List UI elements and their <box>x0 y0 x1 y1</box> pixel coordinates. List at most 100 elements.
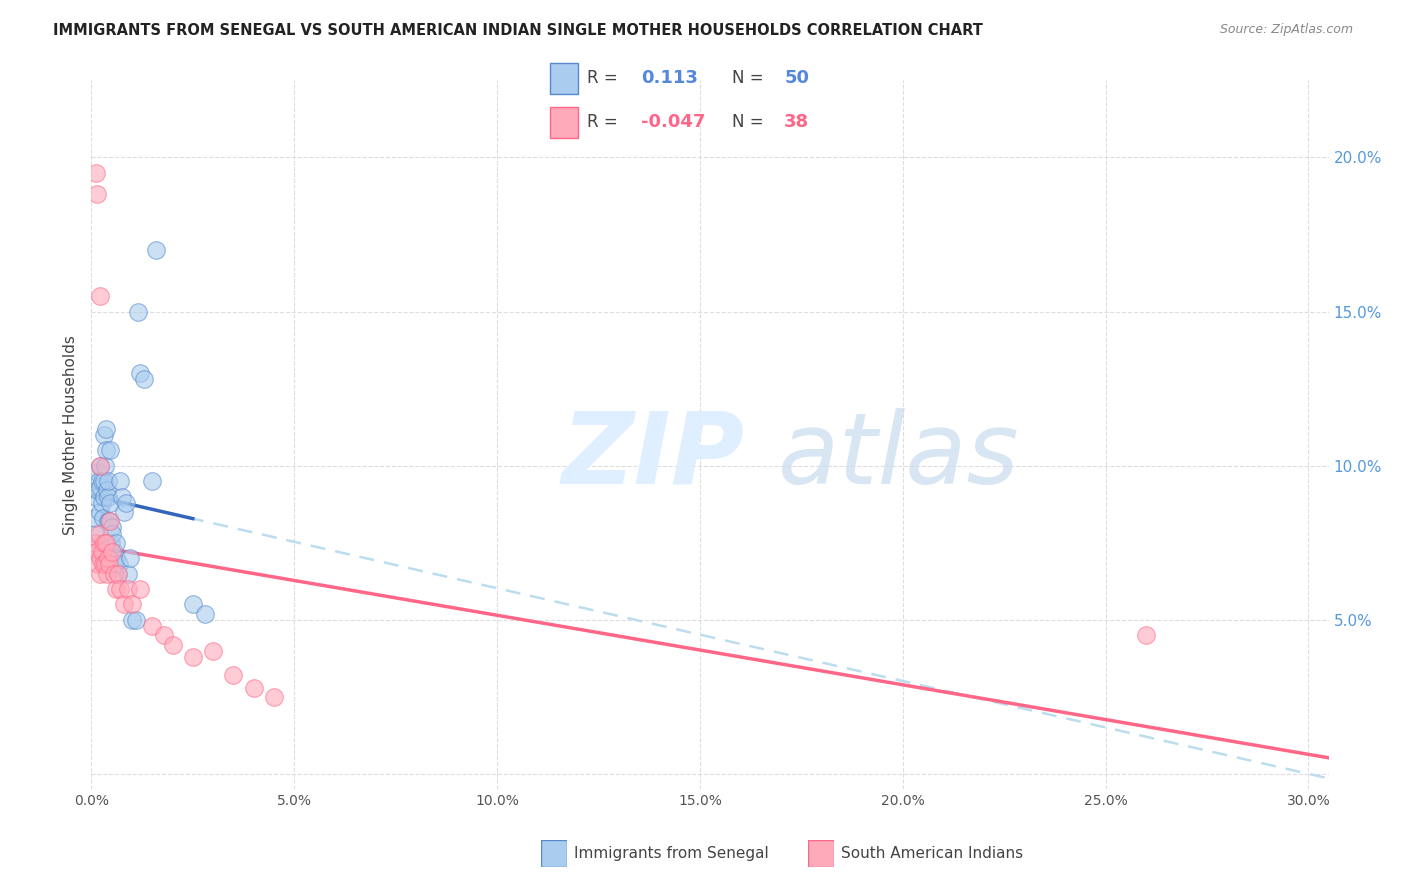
Point <box>181 598 204 612</box>
Text: Source: ZipAtlas.com: Source: ZipAtlas.com <box>1219 23 1353 37</box>
Point <box>93 535 115 549</box>
Text: ZIP: ZIP <box>561 408 745 505</box>
Point <box>108 474 131 488</box>
Point <box>121 598 143 612</box>
Point <box>242 681 264 695</box>
Point <box>112 598 135 612</box>
Point <box>98 514 121 528</box>
Point <box>141 474 163 488</box>
Point <box>1135 628 1157 642</box>
Text: -0.047: -0.047 <box>641 113 706 131</box>
Point <box>94 535 117 549</box>
Text: atlas: atlas <box>778 408 1019 505</box>
Point <box>108 582 131 596</box>
Point <box>93 428 115 442</box>
Point <box>100 535 122 549</box>
Point <box>93 474 115 488</box>
Point <box>86 483 108 498</box>
Point <box>97 558 120 572</box>
Point <box>94 422 117 436</box>
Point <box>101 526 124 541</box>
Point <box>89 458 111 473</box>
Point <box>112 505 135 519</box>
Point <box>97 474 120 488</box>
Point <box>100 520 122 534</box>
Point <box>86 187 108 202</box>
Point <box>96 566 118 581</box>
Point <box>87 526 110 541</box>
Point <box>97 490 120 504</box>
Point <box>89 566 111 581</box>
Point <box>93 490 115 504</box>
Point <box>89 551 111 566</box>
Point <box>104 535 127 549</box>
Text: Immigrants from Senegal: Immigrants from Senegal <box>574 847 769 861</box>
Text: R =: R = <box>586 69 617 87</box>
Point <box>125 613 148 627</box>
Point <box>98 443 121 458</box>
Point <box>222 668 245 682</box>
Text: IMMIGRANTS FROM SENEGAL VS SOUTH AMERICAN INDIAN SINGLE MOTHER HOUSEHOLDS CORREL: IMMIGRANTS FROM SENEGAL VS SOUTH AMERICA… <box>53 23 983 38</box>
Point <box>98 496 121 510</box>
Point <box>118 551 141 566</box>
Point <box>194 607 217 621</box>
Point <box>90 474 112 488</box>
Point <box>90 545 112 559</box>
Point <box>104 551 127 566</box>
Point <box>153 628 176 642</box>
Point <box>115 496 138 510</box>
Point <box>94 558 117 572</box>
Point <box>97 514 120 528</box>
Point <box>117 582 139 596</box>
Point <box>83 526 105 541</box>
Point <box>83 541 105 556</box>
Point <box>84 490 107 504</box>
Point <box>94 458 117 473</box>
Text: N =: N = <box>733 113 763 131</box>
Text: R =: R = <box>586 113 617 131</box>
Point <box>107 566 129 581</box>
Point <box>91 558 114 572</box>
Point <box>104 582 127 596</box>
Point <box>108 558 131 572</box>
Point <box>96 483 118 498</box>
Point <box>134 372 156 386</box>
Point <box>84 535 107 549</box>
Point <box>129 366 152 380</box>
Point <box>86 558 108 572</box>
Point <box>86 465 108 479</box>
Point <box>202 643 225 657</box>
Point <box>100 545 122 559</box>
Bar <box>550 107 578 138</box>
Point <box>103 545 125 559</box>
Point <box>145 243 167 257</box>
Point <box>111 490 134 504</box>
Point <box>121 613 143 627</box>
Point <box>141 619 163 633</box>
Text: 38: 38 <box>785 113 810 131</box>
Point <box>89 289 111 303</box>
Point <box>97 514 120 528</box>
Text: South American Indians: South American Indians <box>841 847 1024 861</box>
Text: 0.113: 0.113 <box>641 69 697 87</box>
Point <box>100 545 122 559</box>
Point <box>117 566 139 581</box>
Point <box>91 511 114 525</box>
Point <box>129 582 152 596</box>
Point <box>127 304 149 318</box>
Point <box>162 638 184 652</box>
Point <box>97 551 120 566</box>
Point <box>107 566 129 581</box>
Point <box>84 545 107 559</box>
Point <box>181 649 204 664</box>
Point <box>94 443 117 458</box>
Point <box>89 458 111 473</box>
Point <box>89 505 111 519</box>
Point <box>87 474 110 488</box>
Point <box>263 690 285 704</box>
Bar <box>550 63 578 94</box>
Point <box>84 511 107 525</box>
Point <box>89 480 111 494</box>
Point <box>104 558 127 572</box>
Point <box>103 566 125 581</box>
